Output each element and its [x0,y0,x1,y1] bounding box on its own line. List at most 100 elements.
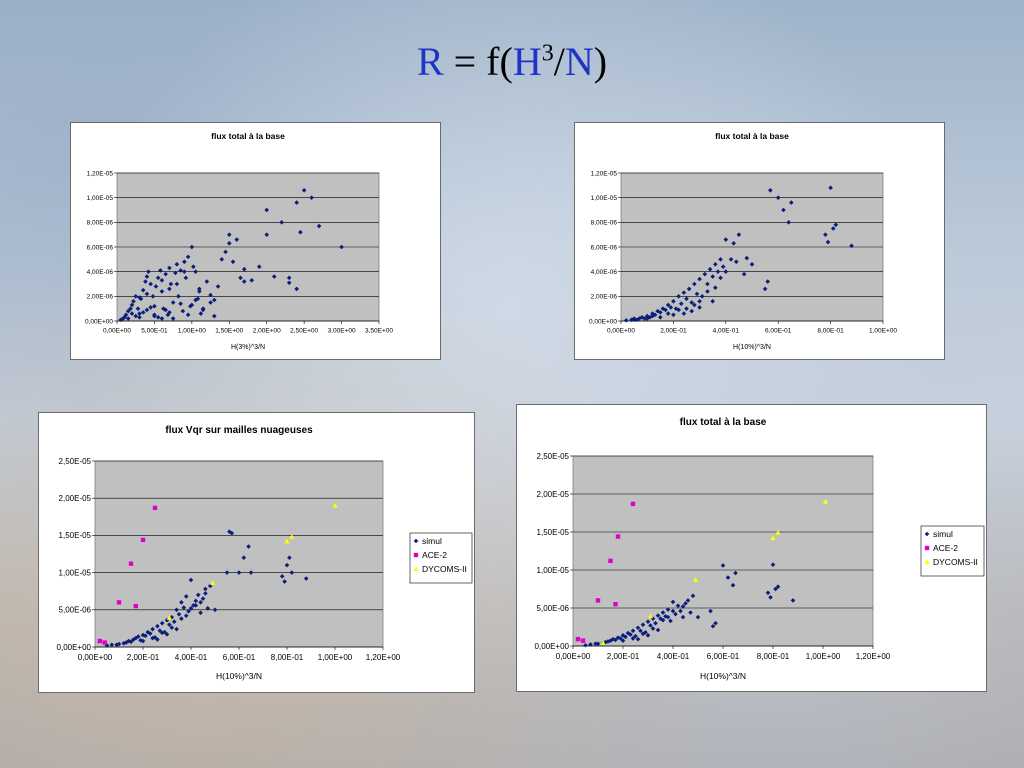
legend-item-simul: simul [933,529,953,539]
simul-point-28 [170,300,176,305]
simul-point-8 [133,294,139,299]
simul-point-56 [637,316,642,321]
simul-point-26 [167,265,172,271]
simul-point-57 [256,264,262,270]
simul-point-1 [109,642,115,648]
x-tick-label: 0,00E+00 [556,652,591,661]
simul-point-43 [765,279,771,284]
simul-point-88 [212,297,217,303]
legend-item-dycoms: DYCOMS-II [933,557,978,567]
simul-point-66 [193,603,199,608]
chart-c1-svg: flux total à la base 0,00E+00 2,00E-06 4,00… [85,131,393,351]
simul-point-94 [125,316,131,321]
simul-point-33 [715,269,721,274]
simul-point-31 [668,618,673,624]
simul-point-67 [713,285,718,290]
simul-point-31 [186,608,191,614]
chart-title: flux total à la base [715,131,789,141]
simul-point-38 [189,244,195,250]
simul-point-29 [663,614,668,619]
simul-point-55 [620,638,626,643]
simul-point-11 [138,296,144,302]
simul-point-62 [676,307,681,313]
ace2-point-6 [152,505,158,511]
simul-point-6 [129,302,135,308]
simul-point-53 [234,237,240,242]
simul-point-62 [155,637,160,642]
simul-point-10 [135,634,141,639]
dycoms-point-legend [924,559,930,564]
simul-point-1 [629,317,634,323]
simul-point-16 [148,281,153,287]
x-tick-label: 2,00E-01 [607,652,640,661]
dycoms-point-4 [647,613,654,619]
chart-c3-svg: flux Vqr sur mailles nuageuses 0,00E+00 5,… [57,425,473,681]
simul-point-33 [673,611,678,617]
simul-point-78 [208,292,213,298]
simul-point-68 [718,275,723,281]
simul-point-16 [671,298,676,304]
ace2-point-0 [575,636,581,642]
simul-point-20 [159,620,165,626]
simul-point-49 [765,590,771,596]
simul-point-27 [699,294,705,299]
plot-area [94,460,384,648]
simul-point-32 [188,577,194,583]
simul-point-47 [246,544,251,549]
simul-point-18 [155,623,160,629]
simul-point-58 [264,207,270,213]
y-tick-label: 1,00E-05 [591,195,618,202]
simul-point-22 [645,619,651,624]
simul-point-68 [133,313,139,319]
simul-point-35 [678,608,683,614]
simul-point-36 [185,254,191,260]
x-tick-label: 2,00E-01 [127,653,160,662]
chart-c2-svg: flux total à la base 0,00E+00 2,00E-06 4,00… [589,131,897,351]
simul-point-15 [668,305,674,310]
ace2-point-3 [608,558,613,564]
simul-point-71 [155,315,161,320]
simul-point-38 [731,241,736,246]
dycoms-point-5 [600,640,606,645]
simul-point-39 [688,610,693,615]
simul-point-46 [208,300,213,305]
x-tick-label: 2,00E+00 [253,328,281,335]
simul-point-74 [178,301,183,307]
simul-point-65 [183,613,189,619]
simul-point-56 [249,278,255,283]
simul-point-85 [182,269,187,274]
chart-top-left: flux total à la base 0,00E+00 2,00E-06 4,00… [70,122,441,360]
simul-point-19 [638,628,643,634]
simul-point-79 [137,295,142,300]
y-tick-label: 0,00E+00 [589,318,617,325]
simul-point-44 [713,620,718,626]
ace2-point-4 [613,602,618,607]
dycoms-point-3 [332,502,338,508]
simul-point-20 [155,275,161,281]
simul-point-16 [630,628,636,634]
y-tick-label: 0,00E+00 [85,318,113,325]
simul-point-51 [770,562,776,567]
legend [920,525,985,577]
simul-point-64 [301,187,307,193]
simul-point-36 [723,237,729,242]
simul-point-29 [705,281,710,287]
simul-point-25 [165,312,171,318]
simul-point-43 [198,311,204,316]
ace2-point-3 [128,561,134,566]
legend-item-ace2: ACE-2 [422,550,447,560]
simul-point-64 [692,302,697,308]
simul-point-48 [248,570,254,575]
simul-point-25 [171,619,177,625]
y-tick-label: 2,00E-05 [59,494,92,503]
simul-point-98 [152,313,157,319]
simul-point-4 [121,640,127,646]
simul-point-5 [642,316,647,321]
simul-point-3 [634,317,640,323]
simul-point-5 [123,640,129,645]
simul-point-25 [653,620,658,626]
simul-point-86 [189,302,195,308]
simul-point-45 [204,279,210,284]
simul-point-18 [676,294,681,299]
simul-point-56 [150,635,155,641]
